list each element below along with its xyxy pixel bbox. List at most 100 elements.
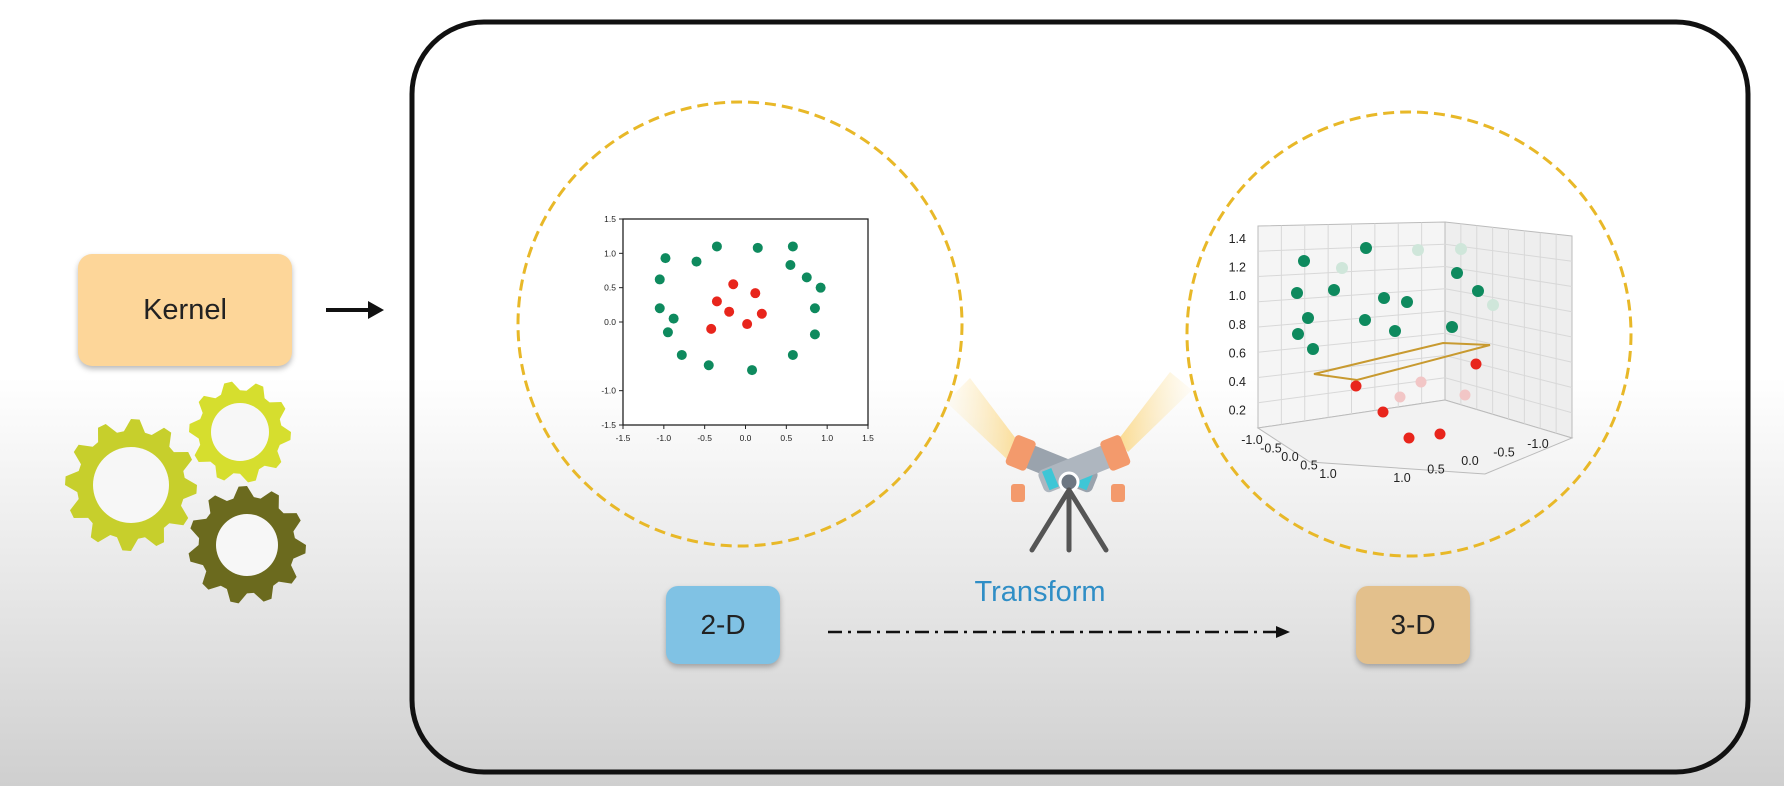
y-tick-label: -1.5 bbox=[601, 420, 616, 430]
data-point bbox=[1302, 312, 1314, 324]
data-point bbox=[1378, 292, 1390, 304]
y-tick-label: 0.0 bbox=[604, 317, 616, 327]
data-point bbox=[1298, 255, 1310, 267]
arrow-right-icon bbox=[326, 301, 384, 319]
data-point bbox=[1446, 321, 1458, 333]
data-point bbox=[752, 242, 763, 253]
data-point bbox=[750, 288, 761, 299]
data-point bbox=[1472, 285, 1484, 297]
data-point bbox=[1403, 432, 1415, 444]
data-point bbox=[676, 349, 687, 360]
data-point bbox=[787, 349, 798, 360]
x-tick-label: -0.5 bbox=[1260, 442, 1282, 456]
y-tick-label: 1.0 bbox=[604, 248, 616, 258]
x-tick-label: 0.5 bbox=[780, 433, 792, 443]
y-tick-label: 0.0 bbox=[1461, 454, 1478, 468]
data-point bbox=[1307, 343, 1319, 355]
kernel-label: Kernel bbox=[143, 293, 227, 326]
x-tick-label: -1.5 bbox=[616, 433, 631, 443]
data-point bbox=[1359, 314, 1371, 326]
gear-icon bbox=[188, 486, 306, 604]
z-tick-label: 0.8 bbox=[1229, 318, 1246, 332]
data-point bbox=[1360, 242, 1372, 254]
data-point bbox=[1434, 428, 1446, 440]
data-point bbox=[1291, 287, 1303, 299]
data-point bbox=[1377, 406, 1389, 418]
data-point bbox=[1487, 299, 1499, 311]
kernel-label-box: Kernel bbox=[78, 254, 292, 366]
y-tick-label: 1.0 bbox=[1393, 471, 1410, 485]
z-tick-label: 1.0 bbox=[1229, 289, 1246, 303]
floor bbox=[1256, 399, 1574, 475]
data-point bbox=[1455, 243, 1467, 255]
y-tick-label: 0.5 bbox=[1427, 463, 1444, 477]
telescope-icon bbox=[946, 372, 1192, 553]
data-point bbox=[660, 253, 671, 264]
data-point bbox=[1328, 284, 1340, 296]
data-point bbox=[1412, 244, 1424, 256]
data-point bbox=[801, 272, 812, 283]
x-tick-label: -1.0 bbox=[1241, 433, 1263, 447]
dimension-3d-label: 3-D bbox=[1390, 609, 1436, 640]
data-point bbox=[1394, 391, 1406, 403]
data-point bbox=[785, 260, 796, 271]
y-tick-label: 1.5 bbox=[604, 214, 616, 224]
z-tick-label: 1.2 bbox=[1229, 261, 1246, 275]
y-tick-label: -0.5 bbox=[1493, 446, 1515, 460]
x-tick-label: 0.0 bbox=[1281, 450, 1298, 464]
data-point bbox=[654, 274, 665, 285]
data-point bbox=[1401, 296, 1413, 308]
data-point bbox=[724, 306, 735, 317]
data-point bbox=[711, 296, 722, 307]
data-point bbox=[703, 360, 714, 371]
data-point bbox=[1459, 389, 1471, 401]
data-point bbox=[1350, 380, 1362, 392]
x-tick-label: 1.0 bbox=[1319, 467, 1336, 481]
data-point bbox=[662, 327, 673, 338]
dimension-2d-box: 2-D bbox=[666, 586, 780, 664]
z-tick-label: 0.2 bbox=[1229, 404, 1246, 418]
dimension-2d-label: 2-D bbox=[700, 609, 746, 640]
y-tick-label: -1.0 bbox=[1527, 437, 1549, 451]
data-point bbox=[706, 323, 717, 334]
x-tick-label: 0.0 bbox=[740, 433, 752, 443]
z-tick-label: 1.4 bbox=[1229, 232, 1246, 246]
data-point bbox=[691, 256, 702, 267]
y-tick-label: 0.5 bbox=[604, 283, 616, 293]
data-point bbox=[747, 365, 758, 376]
z-tick-label: 0.4 bbox=[1229, 375, 1246, 389]
data-point bbox=[815, 282, 826, 293]
data-point bbox=[756, 308, 767, 319]
x-tick-label: -1.0 bbox=[657, 433, 672, 443]
x-tick-label: -0.5 bbox=[697, 433, 712, 443]
data-point bbox=[1389, 325, 1401, 337]
data-point bbox=[654, 303, 665, 314]
data-point bbox=[728, 279, 739, 290]
transform-label: Transform bbox=[974, 576, 1106, 608]
gear-icon bbox=[189, 381, 291, 483]
z-tick-label: 0.6 bbox=[1229, 346, 1246, 360]
x-tick-label: 1.5 bbox=[862, 433, 874, 443]
data-point bbox=[742, 319, 753, 330]
data-point bbox=[809, 329, 820, 340]
dash-dot-arrow-icon bbox=[828, 626, 1290, 638]
transform-panel bbox=[409, 19, 1751, 775]
data-point bbox=[809, 303, 820, 314]
gear-icon bbox=[65, 419, 197, 551]
data-point bbox=[1336, 262, 1348, 274]
data-point bbox=[668, 313, 679, 324]
y-tick-label: -1.0 bbox=[601, 386, 616, 396]
scatter-3d-chart: 1.41.21.00.80.60.40.2-1.0-0.50.00.51.0 1.… bbox=[1229, 221, 1574, 485]
x-tick-label: 0.5 bbox=[1300, 459, 1317, 473]
dashed-circle-2d bbox=[516, 100, 964, 548]
data-point bbox=[1451, 267, 1463, 279]
dashed-circle-3d bbox=[1185, 110, 1633, 558]
data-point bbox=[1470, 358, 1482, 370]
data-point bbox=[711, 241, 722, 252]
data-point bbox=[787, 241, 798, 252]
scatter-2d-chart: -1.5 -1.0 -0.5 0.0 0.5 1.0 1.5 1.5 1.0 0.5 0.0 -1.0… bbox=[601, 214, 874, 443]
x-tick-label: 1.0 bbox=[821, 433, 833, 443]
data-point bbox=[1292, 328, 1304, 340]
separating-plane bbox=[1313, 341, 1491, 382]
